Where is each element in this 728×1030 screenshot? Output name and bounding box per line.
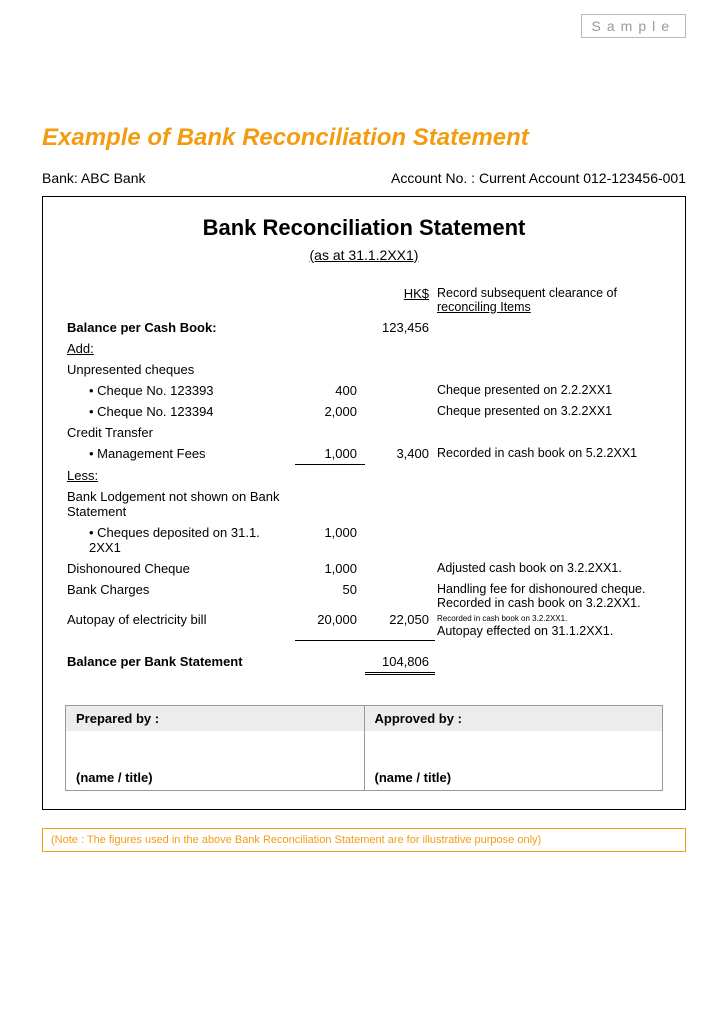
lodgement-item-amount: 1,000 (295, 522, 365, 558)
page-title: Example of Bank Reconciliation Statement (42, 124, 686, 152)
autopay-amount: 20,000 (295, 609, 365, 640)
statement-date: (as at 31.1.2XX1) (65, 247, 663, 263)
note-header-text: Record subsequent clearance of reconcili… (437, 286, 661, 314)
add-label: Add: (65, 338, 295, 359)
bank-label: Bank: ABC Bank (42, 170, 146, 186)
prepared-by-cell: (name / title) (66, 731, 365, 791)
table-row: • Cheques deposited on 31.1. 2XX1 1,000 (65, 522, 663, 558)
table-row: • Cheque No. 123393 400 Cheque presented… (65, 380, 663, 401)
table-row: Bank Charges 50 Handling fee for dishono… (65, 579, 663, 610)
balance-bank-value: 104,806 (365, 651, 435, 674)
mgmt-fees-amount: 1,000 (295, 443, 365, 465)
lodgement-label: Bank Lodgement not shown on Bank Stateme… (65, 486, 295, 522)
statement-box: Bank Reconciliation Statement (as at 31.… (42, 196, 686, 810)
account-label: Account No. : Current Account 012-123456… (391, 170, 686, 186)
dishonoured-label: Dishonoured Cheque (65, 558, 295, 579)
autopay-tiny-note: Recorded in cash book on 3.2.2XX1. (437, 614, 567, 623)
charges-label: Bank Charges (65, 579, 295, 610)
reconciliation-table: HK$ Record subsequent clearance of recon… (65, 283, 663, 675)
table-row: Dishonoured Cheque 1,000 Adjusted cash b… (65, 558, 663, 579)
currency-header: HK$ (365, 283, 435, 317)
approved-by-header: Approved by : (364, 705, 663, 731)
prepared-by-header: Prepared by : (66, 705, 365, 731)
mgmt-fees-label: • Management Fees (65, 443, 295, 465)
autopay-note: Autopay effected on 31.1.2XX1. (437, 624, 613, 638)
charges-note-text: Handling fee for dishonoured cheque. Rec… (437, 582, 645, 610)
dishonoured-note: Adjusted cash book on 3.2.2XX1. (435, 558, 663, 579)
credit-transfer-label: Credit Transfer (65, 422, 295, 443)
dishonoured-amount: 1,000 (295, 558, 365, 579)
autopay-label: Autopay of electricity bill (65, 609, 295, 640)
add-total: 3,400 (365, 443, 435, 465)
cheque-2-note: Cheque presented on 3.2.2XX1 (435, 401, 663, 422)
charges-note: Handling fee for dishonoured cheque. Rec… (435, 579, 663, 641)
balance-bank-label: Balance per Bank Statement (65, 651, 295, 674)
balance-cash-label: Balance per Cash Book: (65, 317, 295, 338)
mgmt-fees-note: Recorded in cash book on 5.2.2XX1 (435, 443, 663, 465)
footnote: (Note : The figures used in the above Ba… (42, 828, 686, 852)
unpresented-label: Unpresented cheques (65, 359, 295, 380)
balance-cash-value: 123,456 (365, 317, 435, 338)
meta-row: Bank: ABC Bank Account No. : Current Acc… (42, 170, 686, 186)
cheque-1-label: • Cheque No. 123393 (65, 380, 295, 401)
signature-table: Prepared by : Approved by : (name / titl… (65, 705, 663, 792)
less-label: Less: (65, 465, 295, 486)
approved-by-cell: (name / title) (364, 731, 663, 791)
cheque-2-label: • Cheque No. 123394 (65, 401, 295, 422)
lodgement-item-label: • Cheques deposited on 31.1. 2XX1 (65, 522, 295, 558)
less-total: 22,050 (365, 609, 435, 640)
note-header: Record subsequent clearance of reconcili… (435, 283, 663, 317)
sample-badge: Sample (581, 14, 686, 38)
table-row: • Management Fees 1,000 3,400 Recorded i… (65, 443, 663, 465)
cheque-1-note: Cheque presented on 2.2.2XX1 (435, 380, 663, 401)
cheque-2-amount: 2,000 (295, 401, 365, 422)
statement-title: Bank Reconciliation Statement (65, 215, 663, 241)
table-row: • Cheque No. 123394 2,000 Cheque present… (65, 401, 663, 422)
charges-amount: 50 (295, 579, 365, 610)
cheque-1-amount: 400 (295, 380, 365, 401)
